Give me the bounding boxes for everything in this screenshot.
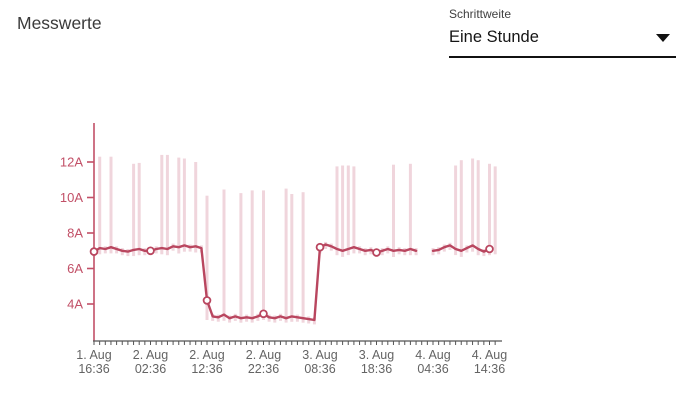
y-axis: 4A 6A 8A 10A 12A xyxy=(60,123,95,341)
range-bar xyxy=(341,165,345,257)
range-bar xyxy=(250,190,254,323)
x-tick-date: 2. Aug xyxy=(189,348,224,362)
range-bar xyxy=(459,160,463,257)
x-tick-time: 16:36 xyxy=(78,362,109,376)
step-size-select[interactable]: Schrittweite Eine Stunde xyxy=(449,7,676,58)
range-bar xyxy=(493,166,497,255)
range-bar xyxy=(222,189,226,321)
range-bar xyxy=(346,165,350,256)
range-bar xyxy=(205,195,209,320)
range-bar xyxy=(165,154,169,256)
page-title: Messwerte xyxy=(17,13,102,33)
y-tick-label: 6A xyxy=(67,261,83,276)
x-tick-time: 02:36 xyxy=(135,362,166,376)
dropdown-arrow-icon xyxy=(656,33,670,42)
x-tick-date: 2. Aug xyxy=(246,348,281,362)
range-bar xyxy=(132,163,136,257)
range-bar xyxy=(471,158,475,252)
x-tick-date: 4. Aug xyxy=(472,348,507,362)
data-point-marker xyxy=(146,246,155,256)
range-bar xyxy=(284,188,288,323)
data-point-marker xyxy=(259,309,268,319)
range-bar xyxy=(160,154,164,255)
y-tick-label: 4A xyxy=(67,297,83,312)
y-tick-label: 8A xyxy=(67,226,83,241)
range-bar xyxy=(408,163,412,256)
range-bar xyxy=(262,190,265,320)
step-size-label: Schrittweite xyxy=(449,7,512,21)
range-bar xyxy=(98,156,102,255)
range-bar xyxy=(137,162,141,256)
step-size-value: Eine Stunde xyxy=(449,28,539,46)
x-tick-date: 3. Aug xyxy=(359,348,394,362)
range-bar xyxy=(239,193,243,323)
x-tick-time: 14:36 xyxy=(474,362,505,376)
range-bar xyxy=(392,164,395,257)
x-tick-time: 08:36 xyxy=(304,362,335,376)
range-bar xyxy=(177,157,181,254)
x-tick-date: 1. Aug xyxy=(76,348,111,362)
y-tick-label: 10A xyxy=(60,190,83,205)
x-tick-date: 3. Aug xyxy=(302,348,337,362)
x-tick-date: 2. Aug xyxy=(133,348,168,362)
x-tick-time: 04:36 xyxy=(417,362,448,376)
range-bar xyxy=(290,194,294,322)
range-bar xyxy=(109,156,113,254)
x-tick-time: 12:36 xyxy=(191,362,222,376)
range-bar xyxy=(488,163,491,256)
x-tick-time: 18:36 xyxy=(361,362,392,376)
data-point-marker xyxy=(202,296,212,305)
data-point-marker xyxy=(372,248,381,257)
range-bar xyxy=(454,165,458,256)
data-point-marker xyxy=(89,247,99,256)
x-tick-time: 22:36 xyxy=(248,362,279,376)
range-bar xyxy=(194,162,198,253)
data-point-marker xyxy=(315,242,325,252)
data-point-markers xyxy=(89,242,494,319)
range-bar xyxy=(182,158,186,252)
range-bar xyxy=(352,166,356,254)
data-point-marker xyxy=(485,244,494,254)
range-bar xyxy=(335,166,339,256)
y-tick-label: 12A xyxy=(60,155,83,170)
x-tick-date: 4. Aug xyxy=(415,348,450,362)
range-bar xyxy=(476,160,480,256)
hourly-range-bars xyxy=(92,154,497,325)
range-bar xyxy=(301,192,305,323)
